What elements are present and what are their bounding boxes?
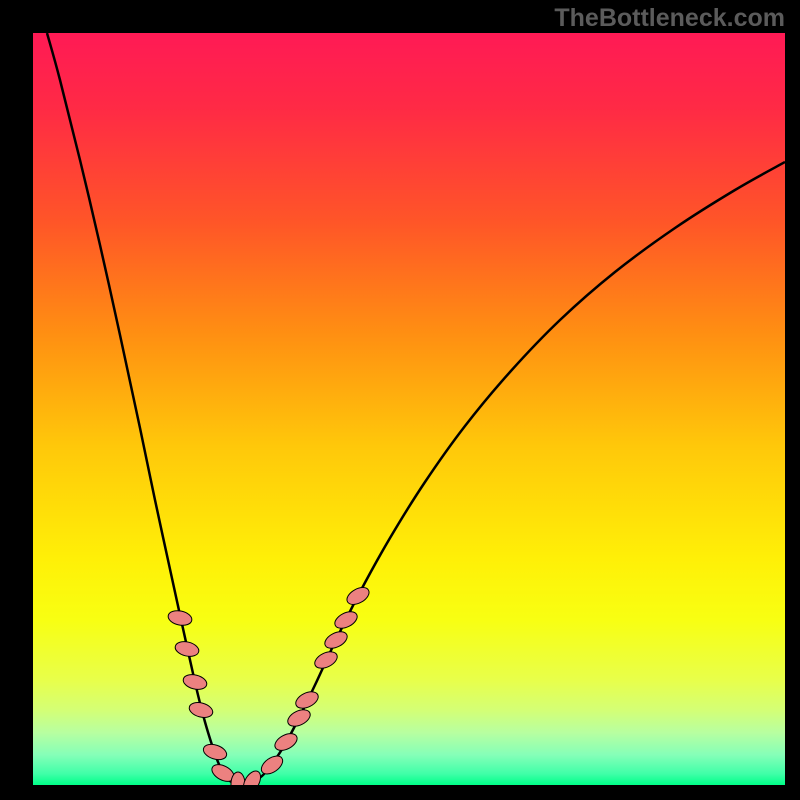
plot-background xyxy=(33,33,785,785)
bottleneck-curve-chart xyxy=(0,0,800,800)
curve-marker xyxy=(231,772,245,796)
chart-container: TheBottleneck.com xyxy=(0,0,800,800)
watermark-text: TheBottleneck.com xyxy=(554,4,785,33)
